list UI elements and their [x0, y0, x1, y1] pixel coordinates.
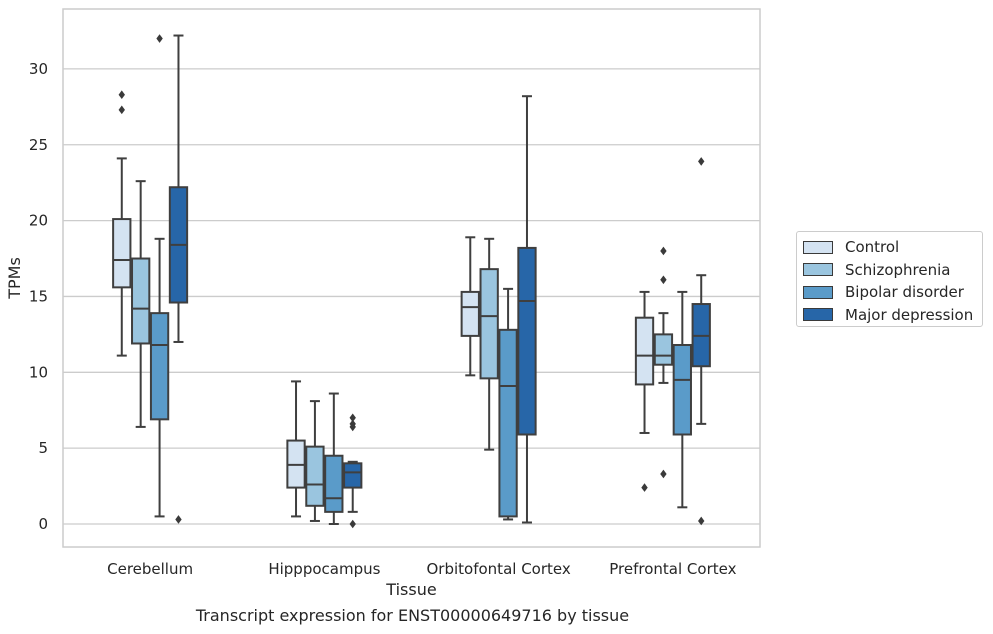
iqr-box [112, 218, 132, 289]
outlier-point [660, 469, 667, 479]
box [112, 90, 132, 357]
box [305, 400, 325, 522]
outlier-point [156, 34, 163, 43]
iqr-box [479, 268, 499, 380]
outlier-point [349, 519, 356, 529]
legend-label-schizophrenia: Schizophrenia [845, 260, 951, 279]
legend-item-schizophrenia: Schizophrenia [803, 259, 976, 282]
outlier-point [118, 105, 125, 115]
legend-label-control: Control [845, 238, 900, 257]
box [517, 95, 537, 524]
outlier-point [698, 157, 705, 166]
series-major-depression [168, 34, 711, 529]
x-tick-label: Hipppocampus [268, 560, 380, 578]
y-tick-label: 25 [29, 136, 48, 154]
iqr-box [131, 257, 151, 345]
y-tick-label: 10 [29, 363, 48, 381]
box [286, 380, 306, 518]
outlier-point [118, 90, 125, 99]
iqr-box [498, 328, 518, 518]
box [479, 237, 499, 451]
y-tick-label: 20 [29, 212, 48, 230]
legend: Control Schizophrenia Bipolar disorder M… [796, 231, 983, 327]
iqr-box [305, 445, 325, 507]
iqr-box [672, 343, 692, 436]
y-axis-label: TPMs [5, 257, 24, 300]
box [460, 236, 480, 377]
legend-item-control: Control [803, 236, 976, 259]
y-tick-label: 0 [38, 515, 48, 533]
box [168, 34, 189, 524]
series-bipolar-disorder [149, 34, 692, 525]
box [498, 287, 518, 521]
x-axis-ticks: Cerebellum Hipppocampus Orbitofontal Corte… [107, 560, 736, 578]
y-tick-label: 15 [29, 287, 48, 305]
box [691, 157, 711, 526]
outlier-point [660, 246, 667, 256]
box [149, 34, 170, 518]
legend-swatch-control [803, 240, 833, 254]
legend-label-major-depression: Major depression [845, 305, 974, 324]
legend-item-major-depression: Major depression [803, 304, 976, 327]
box [324, 392, 344, 525]
x-tick-label: Prefrontal Cortex [609, 560, 736, 578]
plot-frame [62, 8, 761, 548]
x-tick-label: Cerebellum [107, 560, 193, 578]
iqr-box [653, 333, 674, 366]
outlier-point [641, 483, 648, 492]
box [343, 413, 363, 529]
iqr-box [343, 462, 363, 489]
legend-label-bipolar-disorder: Bipolar disorder [845, 283, 964, 302]
iqr-box [460, 290, 480, 337]
x-axis-label: Tissue [385, 580, 436, 599]
legend-item-bipolar-disorder: Bipolar disorder [803, 281, 976, 304]
legend-swatch-major-depression [803, 308, 833, 322]
box [653, 246, 674, 479]
outlier-point [175, 515, 182, 524]
legend-swatch-schizophrenia [803, 263, 833, 277]
y-axis-ticks: 0 5 10 15 20 25 30 [29, 60, 48, 533]
legend-swatch-bipolar-disorder [803, 285, 833, 299]
box-series [112, 34, 711, 529]
gridlines [63, 68, 760, 525]
outlier-point [660, 275, 667, 285]
iqr-box [149, 312, 170, 421]
outlier-point [349, 419, 356, 429]
iqr-box [517, 246, 537, 436]
box [672, 290, 692, 509]
series-schizophrenia [131, 180, 674, 522]
chart-caption: Transcript expression for ENST0000064971… [195, 606, 630, 625]
series-control [112, 90, 655, 518]
outlier-point [698, 516, 705, 526]
box [634, 290, 655, 492]
x-tick-label: Orbitofontal Cortex [427, 560, 571, 578]
box [131, 180, 151, 428]
iqr-box [324, 454, 344, 513]
outlier-point [349, 413, 356, 423]
y-tick-label: 30 [29, 60, 48, 78]
y-tick-label: 5 [38, 439, 48, 457]
iqr-box [634, 316, 655, 386]
